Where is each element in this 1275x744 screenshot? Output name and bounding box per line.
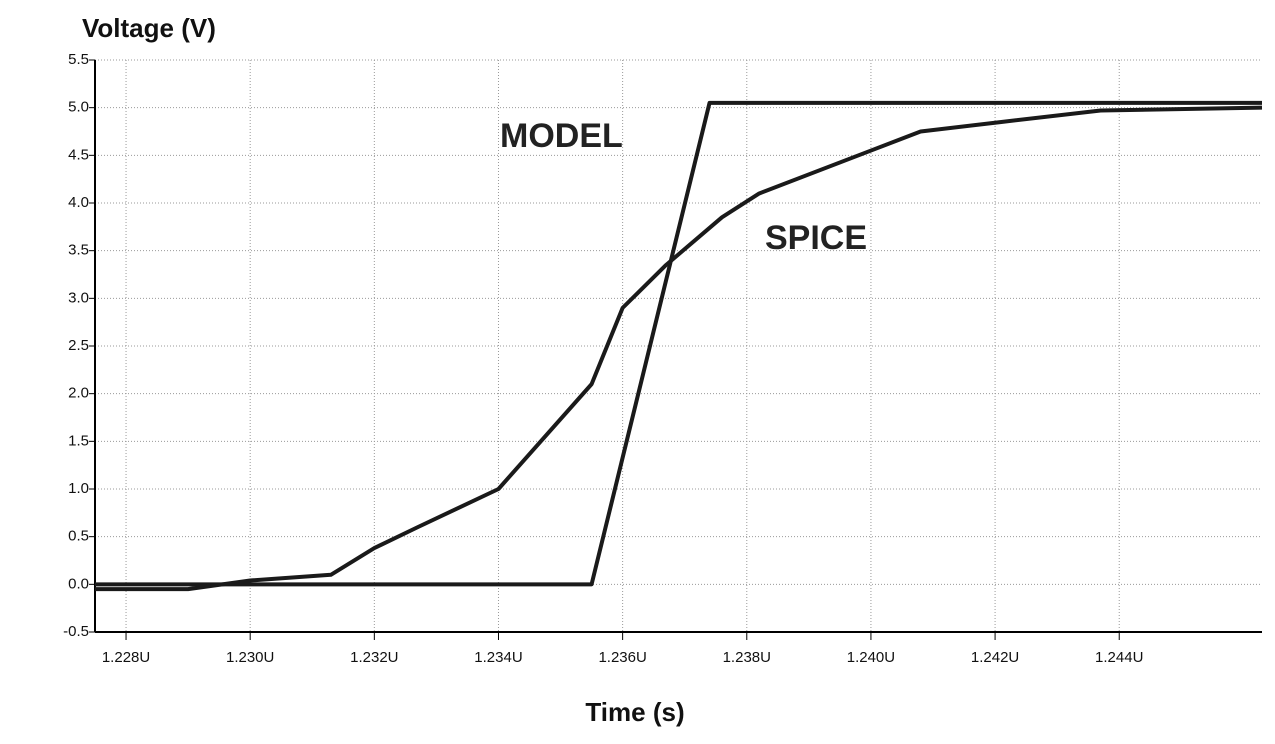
annotation: SPICE: [765, 219, 867, 257]
y-tick-label: 5.5: [68, 51, 89, 68]
x-tick-label: 1.230U: [226, 649, 274, 666]
annotation: MODEL: [500, 117, 623, 155]
y-tick-label: 3.0: [68, 289, 89, 306]
y-tick-label: 2.5: [68, 337, 89, 354]
x-axis-label: Time (s): [585, 697, 684, 727]
y-tick-label: 0.5: [68, 528, 89, 545]
series-line: [95, 100, 1262, 587]
x-tick-label: 1.228U: [102, 649, 150, 666]
y-tick-label: 4.5: [68, 146, 89, 163]
y-tick-label: 2.0: [68, 385, 89, 402]
series-line: [95, 105, 1263, 592]
y-tick-label: 5.0: [68, 99, 89, 116]
x-tick-label: 1.236U: [598, 649, 646, 666]
x-tick-label: 1.240U: [847, 649, 895, 666]
y-tick-label: 4.0: [68, 194, 89, 211]
x-tick-label: 1.238U: [723, 649, 771, 666]
y-tick-label: 0.0: [68, 575, 89, 592]
x-tick-label: 1.244U: [1095, 649, 1143, 666]
x-tick-label: 1.242U: [971, 649, 1019, 666]
chart-title: Voltage (V): [82, 13, 216, 43]
x-tick-label: 1.234U: [474, 649, 522, 666]
y-tick-label: -0.5: [63, 623, 89, 640]
y-tick-label: 3.5: [68, 242, 89, 259]
x-tick-label: 1.232U: [350, 649, 398, 666]
y-tick-label: 1.5: [68, 432, 89, 449]
y-tick-label: 1.0: [68, 480, 89, 497]
